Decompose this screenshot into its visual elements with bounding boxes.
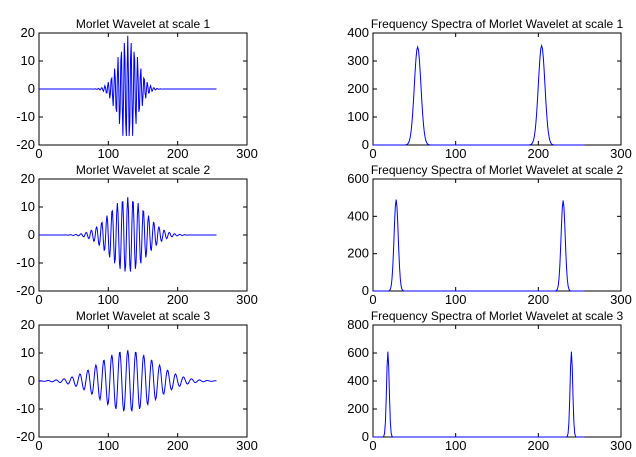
x-tick-label: 0 [35,292,42,307]
x-tick-label: 300 [610,146,632,161]
y-tick-label: 300 [347,53,369,68]
axes-frame [372,324,622,438]
y-tick-label: 20 [21,171,35,186]
x-tick-label: 100 [445,438,467,453]
x-tick-label: 0 [35,438,42,453]
x-tick-label: 300 [236,438,258,453]
x-tick-label: 100 [97,292,119,307]
x-tick-label: 100 [97,438,119,453]
y-tick-label: 0 [362,429,369,444]
y-tick-label: 600 [347,171,369,186]
y-tick-label: 200 [347,401,369,416]
x-tick-label: 200 [527,292,549,307]
x-tick-label: 200 [167,146,189,161]
x-tick-label: 0 [369,292,376,307]
chart-title: Morlet Wavelet at scale 3 [76,309,211,323]
y-tick-label: 100 [347,109,369,124]
chart-panel-3: 0 100 200 300 -20 -10 0 10 20 Morlet Wavelet at s… [16,163,258,307]
x-tick-label: 300 [236,146,258,161]
series-line [373,199,585,292]
y-tick-label: -10 [16,401,35,416]
series-line [38,350,217,412]
y-tick-label: 20 [21,317,35,332]
y-tick-label: 20 [21,25,35,40]
x-tick-label: 200 [167,292,189,307]
y-tick-label: 10 [21,345,35,360]
y-tick-label: 0 [362,137,369,152]
y-tick-label: 10 [21,53,35,68]
x-tick-label: 200 [527,146,549,161]
x-tick-label: 100 [445,146,467,161]
chart-title: Morlet Wavelet at scale 2 [76,163,211,177]
axes-frame [372,178,622,292]
axes-frame [372,32,622,146]
series-line [373,351,585,438]
chart-title: Frequency Spectra of Morlet Wavelet at s… [371,163,624,177]
series-line [39,197,217,272]
y-tick-label: 10 [21,199,35,214]
x-tick-label: 100 [445,292,467,307]
y-tick-label: 800 [347,317,369,332]
series-line [373,43,585,146]
x-tick-label: 0 [35,146,42,161]
y-tick-label: 0 [28,373,35,388]
y-tick-label: -20 [16,283,35,298]
x-tick-label: 300 [236,292,258,307]
x-tick-label: 0 [369,438,376,453]
x-tick-label: 300 [610,292,632,307]
chart-title: Morlet Wavelet at scale 1 [76,17,211,31]
y-tick-label: -10 [16,255,35,270]
y-tick-label: -20 [16,137,35,152]
series-line [39,35,217,137]
y-tick-label: 0 [28,81,35,96]
y-tick-label: -10 [16,109,35,124]
x-tick-label: 200 [167,438,189,453]
x-tick-label: 300 [610,438,632,453]
chart-title: Frequency Spectra of Morlet Wavelet at s… [371,309,624,323]
x-tick-label: 0 [369,146,376,161]
y-tick-label: -20 [16,429,35,444]
y-tick-label: 400 [347,25,369,40]
y-tick-label: 200 [347,81,369,96]
y-tick-label: 200 [347,246,369,261]
y-tick-label: 0 [362,283,369,298]
chart-panel-1: 0 100 200 300 -20 -10 0 10 20 Morlet Wavelet at s… [16,17,258,161]
chart-title: Frequency Spectra of Morlet Wavelet at s… [371,17,624,31]
chart-panel-5: 0 100 200 300 -20 -10 0 10 20 Morlet Wavelet at s… [16,309,258,453]
x-tick-label: 200 [527,438,549,453]
y-tick-label: 400 [347,208,369,223]
y-tick-label: 0 [28,227,35,242]
y-tick-label: 600 [347,345,369,360]
x-tick-label: 100 [97,146,119,161]
y-tick-label: 400 [347,373,369,388]
